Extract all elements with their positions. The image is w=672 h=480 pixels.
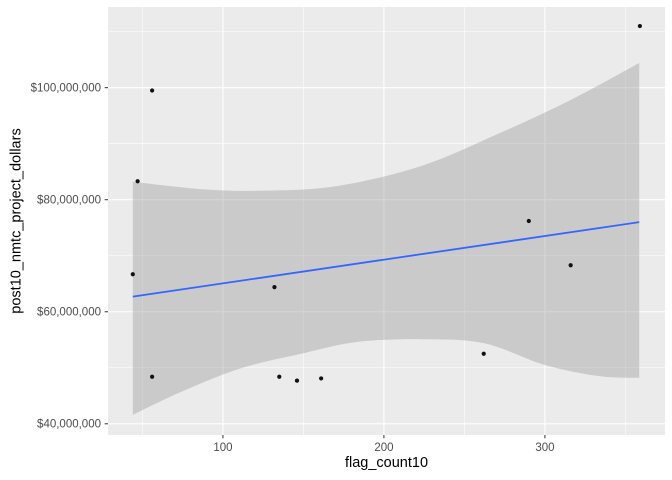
data-point [277,374,282,379]
x-tick-label: 300 [535,442,554,454]
data-point [150,374,155,379]
data-point [319,376,324,381]
y-axis-title-text: post10_nmtc_project_dollars [9,128,26,314]
y-tick-label: $100,000,000 [31,82,101,94]
plot-panel [108,7,665,435]
data-point [637,23,642,29]
x-tick-label: 200 [374,442,393,454]
data-point [568,263,573,268]
data-point [150,88,155,93]
y-tick-label: $40,000,000 [37,419,101,431]
regression-line [132,221,640,298]
y-tick-label: $80,000,000 [37,195,101,207]
data-point [135,179,140,184]
data-point [130,272,135,277]
data-point [294,378,300,383]
data-point [481,351,486,356]
data-point [272,285,277,290]
confidence-band [132,63,640,415]
y-tick-label: $60,000,000 [37,307,101,319]
data-point [526,218,531,224]
x-tick-label: 100 [213,442,232,454]
x-axis-title: flag_count10 [344,455,429,471]
